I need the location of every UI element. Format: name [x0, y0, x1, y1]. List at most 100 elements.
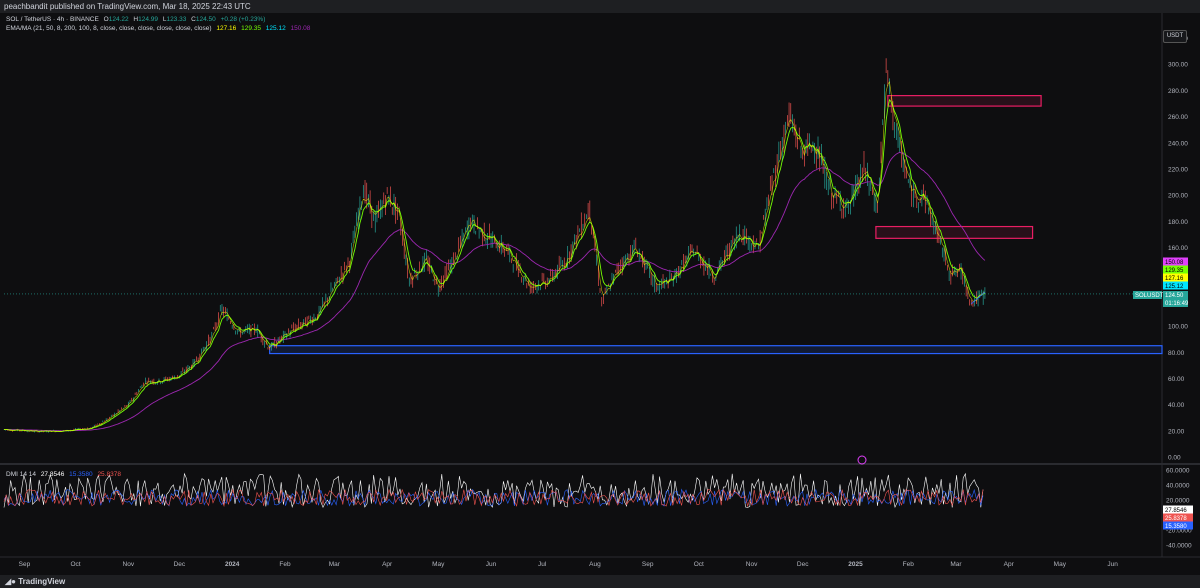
y-tick-label: 200.00	[1168, 193, 1188, 200]
price-label: 129.35	[1165, 268, 1184, 274]
dmi-scale-value: 25.8378	[1165, 516, 1187, 522]
dmi-value-2: 15.3580	[69, 471, 93, 478]
x-tick-label: Nov	[746, 561, 758, 568]
x-tick-label: May	[432, 561, 445, 568]
dmi-legend: DMI 14 14 27.8546 15.3580 25.8378	[6, 471, 124, 478]
price-label-bg	[1163, 257, 1188, 266]
x-tick-label: Apr	[1004, 561, 1015, 568]
y-tick-label: 300.00	[1168, 62, 1188, 69]
alert-icon[interactable]	[857, 455, 867, 465]
x-tick-label: Mar	[329, 561, 341, 568]
ema-value-1: 127.16	[216, 25, 237, 32]
y-tick-label: 260.00	[1168, 114, 1188, 121]
x-tick-label: Dec	[174, 561, 186, 568]
dmi-y-tick-label: -40.0000	[1166, 543, 1192, 550]
x-tick-label: Dec	[797, 561, 809, 568]
dmi-value-1: 27.8546	[40, 471, 65, 478]
ohlc-low-label: L	[162, 16, 167, 23]
price-label: 127.16	[1165, 276, 1184, 282]
x-tick-label: Jun	[486, 561, 497, 568]
dmi-value-bg	[1163, 521, 1193, 530]
dmi-label: DMI 14 14	[6, 471, 36, 478]
x-tick-label: 2025	[848, 561, 863, 568]
dmi-value-bg	[1163, 505, 1193, 514]
publisher-header: peachbandit published on TradingView.com…	[0, 0, 1200, 13]
y-tick-label: 240.00	[1168, 140, 1188, 147]
chart-area[interactable]: 320.00300.00280.00260.00240.00220.00200.…	[0, 13, 1200, 575]
dmi-adx-line	[3, 472, 984, 509]
ohlc-close: 124.50	[195, 16, 216, 23]
ema-legend: EMA/MA (21, 50, 8, 200, 100, 8, close, c…	[6, 25, 313, 32]
price-label-bg	[1163, 281, 1188, 290]
dmi-scale-value: 15.3580	[1165, 524, 1187, 530]
y-tick-label: 40.00	[1168, 402, 1185, 409]
dmi-minus-line	[3, 488, 984, 508]
x-tick-label: Sep	[642, 561, 654, 568]
x-tick-label: Jul	[538, 561, 547, 568]
ohlc-change: +0.28 (+0.23%)	[220, 16, 266, 23]
y-tick-label: 80.00	[1168, 350, 1185, 357]
dmi-y-tick-label: -20.0000	[1166, 528, 1192, 535]
x-tick-label: Jun	[1107, 561, 1118, 568]
footer-bar: ◢● TradingView	[0, 575, 1200, 588]
ema-value-2: 129.35	[241, 25, 261, 32]
x-tick-label: May	[1054, 561, 1067, 568]
ohlc-high-label: H	[133, 16, 139, 23]
tradingview-wordmark: TradingView	[18, 577, 66, 586]
x-tick-label: Oct	[694, 561, 704, 568]
price-label-bg	[1163, 265, 1188, 274]
price-label-bg	[1163, 273, 1188, 282]
countdown-label: 01:16:49	[1165, 301, 1189, 307]
x-tick-label: Feb	[903, 561, 915, 568]
ohlc-close-label: C	[191, 16, 196, 23]
ohlc-open-label: O	[103, 16, 109, 23]
tradingview-logo: ◢● TradingView	[5, 575, 65, 588]
dmi-y-tick-label: 20.0000	[1166, 498, 1190, 505]
dmi-value-bg	[1163, 513, 1193, 522]
dmi-group	[3, 472, 984, 509]
price-label: 125.12	[1165, 284, 1184, 290]
last-price-bg	[1163, 291, 1188, 307]
y-tick-label: 0.00	[1168, 455, 1181, 462]
ema-value-3: 125.12	[265, 25, 286, 32]
y-tick-label: 160.00	[1168, 245, 1188, 252]
x-tick-label: Feb	[279, 561, 291, 568]
ohlc-low: 123.33	[166, 16, 187, 23]
ohlc-open: 124.22	[108, 16, 129, 23]
price-chart[interactable]: 320.00300.00280.00260.00240.00220.00200.…	[0, 13, 1200, 575]
tradingview-icon: ◢●	[5, 577, 19, 586]
dmi-scale-value: 27.8546	[1165, 508, 1187, 514]
x-tick-label: Nov	[123, 561, 135, 568]
y-tick-label: 100.00	[1168, 324, 1188, 331]
symbol-title: SOL / TetherUS · 4h · BINANCE	[6, 16, 99, 23]
currency-button[interactable]: USDT	[1163, 30, 1187, 43]
x-tick-label: Oct	[70, 561, 80, 568]
y-tick-label: 280.00	[1168, 88, 1188, 95]
y-tick-label: 220.00	[1168, 166, 1188, 173]
x-tick-label: Apr	[382, 561, 393, 568]
resistance-zone	[875, 225, 1034, 239]
x-tick-label: 2024	[225, 561, 240, 568]
ohlc-high: 124.99	[138, 16, 159, 23]
ma-line-purple	[4, 151, 986, 432]
x-tick-label: Sep	[19, 561, 31, 568]
price-label: 150.08	[1165, 260, 1184, 266]
y-tick-label: 180.00	[1168, 219, 1188, 226]
symbol-tag: SOLUSDT	[1135, 293, 1164, 299]
support-zone	[269, 345, 1163, 355]
symbol-legend: SOL / TetherUS · 4h · BINANCE O124.22 H1…	[6, 16, 268, 23]
ema-line-yellow	[3, 80, 986, 432]
resistance-zone	[887, 95, 1042, 107]
ema-value-4: 150.08	[290, 25, 311, 32]
ema-label: EMA/MA (21, 50, 8, 200, 100, 8, close, c…	[6, 25, 212, 32]
dmi-y-tick-label: 60.0000	[1166, 468, 1190, 475]
y-tick-label: 60.00	[1168, 376, 1185, 383]
x-tick-label: Mar	[950, 561, 962, 568]
dmi-value-3: 25.8378	[97, 471, 121, 478]
dmi-y-tick-label: 40.0000	[1166, 483, 1190, 490]
symbol-tag-bg	[1133, 291, 1162, 299]
y-tick-label: 20.00	[1168, 428, 1185, 435]
trend-line	[971, 291, 986, 305]
last-price-label: 124.50	[1165, 293, 1184, 299]
x-tick-label: Aug	[589, 561, 601, 568]
